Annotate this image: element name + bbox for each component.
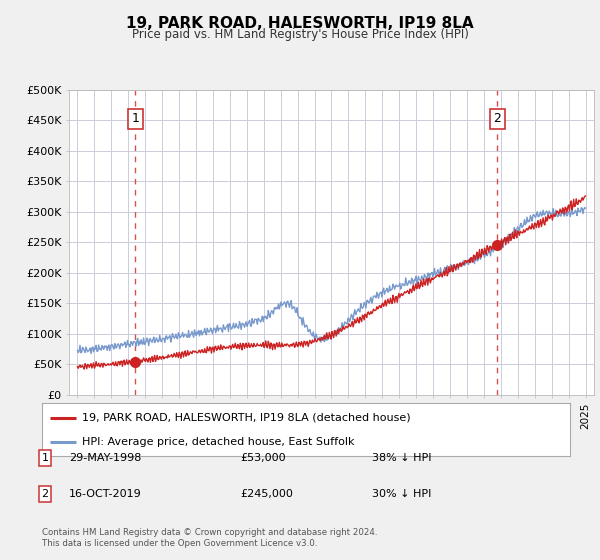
Text: 1: 1 [131,112,139,125]
Text: 19, PARK ROAD, HALESWORTH, IP19 8LA: 19, PARK ROAD, HALESWORTH, IP19 8LA [126,16,474,31]
Text: 2: 2 [41,489,49,499]
Text: £53,000: £53,000 [240,453,286,463]
Text: 16-OCT-2019: 16-OCT-2019 [69,489,142,499]
Text: HPI: Average price, detached house, East Suffolk: HPI: Average price, detached house, East… [82,437,354,447]
Text: 29-MAY-1998: 29-MAY-1998 [69,453,142,463]
Text: Price paid vs. HM Land Registry's House Price Index (HPI): Price paid vs. HM Land Registry's House … [131,28,469,41]
Text: £245,000: £245,000 [240,489,293,499]
Text: 2: 2 [493,112,501,125]
Text: 1: 1 [41,453,49,463]
Text: 38% ↓ HPI: 38% ↓ HPI [372,453,431,463]
Text: 30% ↓ HPI: 30% ↓ HPI [372,489,431,499]
Text: 19, PARK ROAD, HALESWORTH, IP19 8LA (detached house): 19, PARK ROAD, HALESWORTH, IP19 8LA (det… [82,413,410,423]
Text: Contains HM Land Registry data © Crown copyright and database right 2024.
This d: Contains HM Land Registry data © Crown c… [42,528,377,548]
